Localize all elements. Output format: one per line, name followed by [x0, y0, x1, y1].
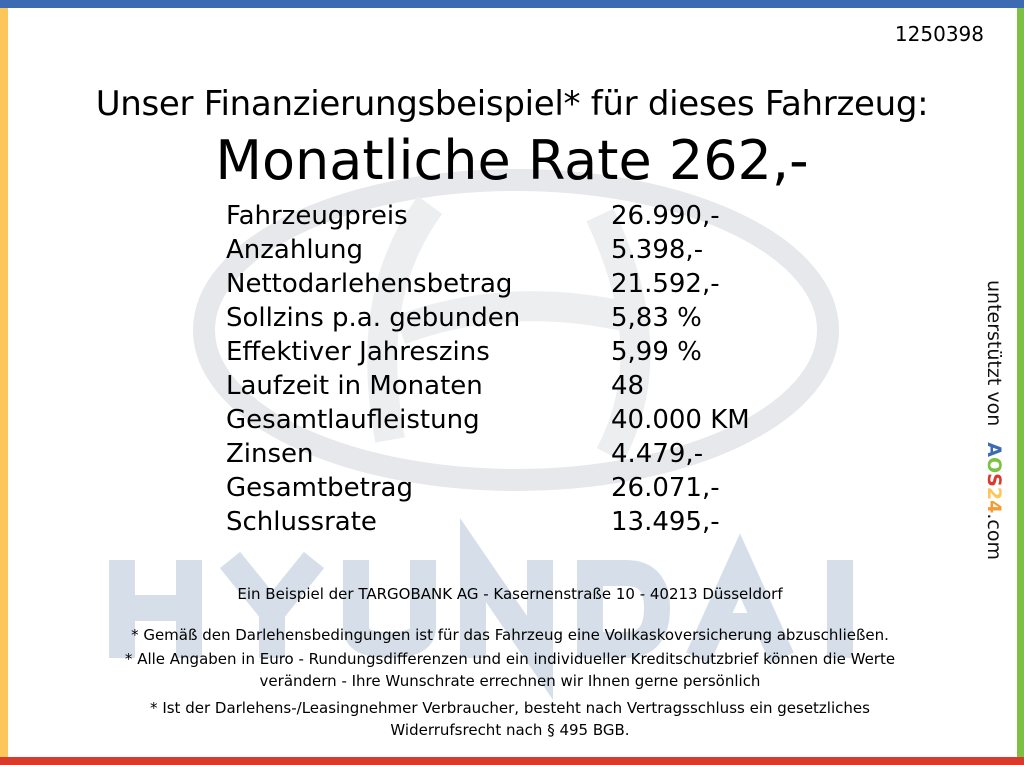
row-value: 21.592,- [611, 269, 720, 299]
right-border [1017, 8, 1024, 757]
row-value: 5.398,- [611, 235, 704, 265]
bank-info: Ein Beispiel der TARGOBANK AG - Kasernen… [237, 585, 783, 603]
footnote-rounding-line1: * Alle Angaben in Euro - Rundungsdiffere… [124, 650, 896, 668]
wordmark-letter [686, 533, 794, 664]
row-label: Sollzins p.a. gebunden [226, 303, 521, 333]
row-value: 48 [611, 371, 645, 401]
offer-id: 1250398 [894, 22, 984, 46]
finance-row: Schlussrate 13.495,- [226, 505, 750, 539]
finance-row: Gesamtbetrag 26.071,- [226, 471, 750, 505]
top-border [0, 0, 1024, 8]
footnote-rounding: * Alle Angaben in Euro - Rundungsdiffere… [60, 648, 960, 692]
row-label: Fahrzeugpreis [226, 201, 408, 231]
finance-row: Fahrzeugpreis 26.990,- [226, 199, 750, 233]
wordmark-letter [577, 560, 671, 658]
row-value: 5,99 % [611, 337, 702, 367]
aos24-logo: AOS24 [983, 442, 1005, 514]
row-value: 5,83 % [611, 303, 702, 333]
wordmark-letter [109, 560, 202, 658]
row-label: Gesamtlaufleistung [226, 405, 480, 435]
hyundai-wordmark [109, 517, 853, 701]
finance-row: Gesamtlaufleistung 40.000 KM [226, 403, 750, 437]
finance-row: Sollzins p.a. gebunden 5,83 % [226, 301, 750, 335]
sponsor-suffix: .com [983, 513, 1005, 560]
finance-row: Effektiver Jahreszins 5,99 % [226, 335, 750, 369]
wordmark-letter [343, 560, 436, 659]
finance-row: Anzahlung 5.398,- [226, 233, 750, 267]
row-label: Gesamtbetrag [226, 473, 413, 503]
row-value: 26.990,- [611, 201, 720, 231]
hyundai-logo-oval [193, 169, 839, 491]
footnote-insurance: * Gemäß den Darlehensbedingungen ist für… [131, 626, 889, 644]
finance-row: Zinsen 4.479,- [226, 437, 750, 471]
row-label: Nettodarlehensbetrag [226, 269, 513, 299]
footnote-withdrawal-line1: * Ist der Darlehens-/Leasingnehmer Verbr… [150, 699, 870, 717]
hyundai-logo-h [367, 196, 651, 463]
footnote-withdrawal: * Ist der Darlehens-/Leasingnehmer Verbr… [60, 697, 960, 741]
left-border [0, 8, 8, 757]
wordmark-letter [219, 551, 325, 658]
row-value: 4.479,- [611, 439, 704, 469]
bottom-border [0, 757, 1024, 765]
finance-row: Nettodarlehensbetrag 21.592,- [226, 267, 750, 301]
sponsor-prefix: unterstützt von [983, 280, 1005, 427]
row-value: 40.000 KM [611, 405, 750, 435]
footnote-withdrawal-line2: Widerrufsrecht nach § 495 BGB. [390, 721, 630, 739]
row-label: Laufzeit in Monaten [226, 371, 483, 401]
row-value: 26.071,- [611, 473, 720, 503]
wordmark-letter [460, 517, 553, 701]
sponsor-credit: unterstützt von AOS24.com [966, 280, 1006, 570]
finance-row: Laufzeit in Monaten 48 [226, 369, 750, 403]
row-label: Schlussrate [226, 507, 377, 537]
headline: Unser Finanzierungsbeispiel* für dieses … [95, 84, 929, 124]
row-value: 13.495,- [611, 507, 720, 537]
row-label: Anzahlung [226, 235, 364, 265]
footnote-rounding-line2: verändern - Ihre Wunschrate errechnen wi… [259, 672, 761, 690]
row-label: Effektiver Jahreszins [226, 337, 490, 367]
finance-table: Fahrzeugpreis 26.990,- Anzahlung 5.398,- Net… [226, 199, 750, 539]
monthly-rate: Monatliche Rate 262,- [215, 129, 809, 192]
row-label: Zinsen [226, 439, 314, 469]
